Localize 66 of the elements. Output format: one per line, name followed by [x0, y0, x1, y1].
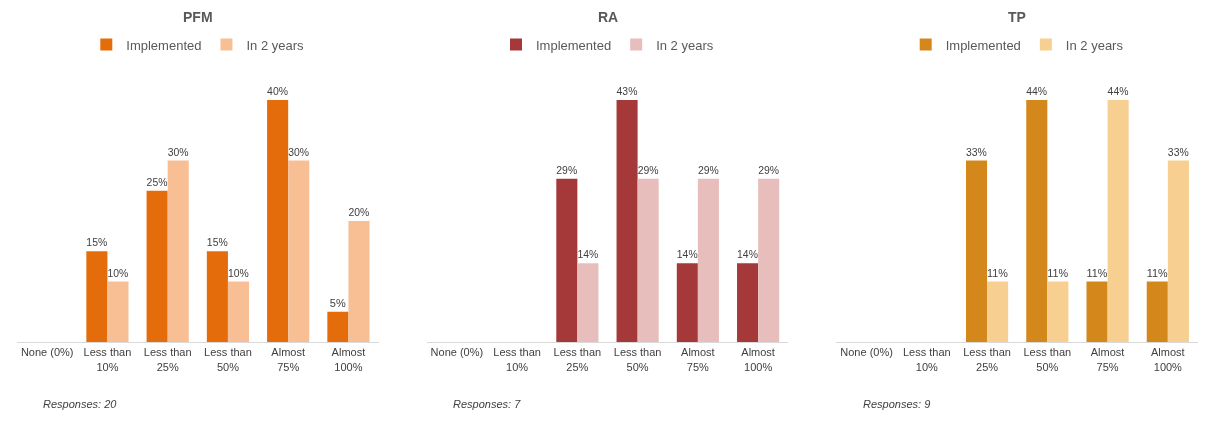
data-label: 10% [107, 267, 129, 279]
data-label: 20% [348, 207, 370, 219]
text: Responses: 9 [863, 398, 931, 410]
x-tick-label: Almost 75% [1090, 346, 1125, 373]
legend-label: Implemented [945, 37, 1021, 53]
legend-label: In 2 years [246, 37, 305, 53]
x-tick-label: Less than 50% [1023, 346, 1072, 373]
data-label: 11% [1146, 266, 1168, 279]
data-label: 25% [146, 176, 168, 188]
x-tick-label: Less than 25% [553, 346, 602, 373]
text: Responses: 20 [43, 398, 118, 410]
bar [146, 190, 168, 343]
data-label: 14% [737, 249, 758, 261]
data-label: 11% [1086, 266, 1108, 279]
chart-title: TP [1008, 9, 1026, 25]
bar [267, 99, 289, 343]
data-label: 29% [556, 164, 578, 176]
x-tick-label: Less than 25% [143, 346, 192, 373]
legend-label: In 2 years [1065, 37, 1124, 53]
data-label: 40% [267, 86, 288, 98]
data-label: 14% [676, 249, 698, 261]
legend-label: Implemented [536, 37, 612, 53]
x-tick-label: Almost 100% [331, 346, 366, 373]
x-tick-label: Almost 100% [741, 346, 775, 373]
data-label: 29% [758, 164, 779, 176]
bar [167, 160, 189, 343]
data-label: 15% [86, 237, 108, 249]
data-label: 33% [1167, 146, 1189, 158]
data-label: 33% [966, 146, 987, 158]
data-label: 10% [227, 267, 249, 279]
x-tick-label: None (0%) [430, 346, 484, 359]
data-label: 29% [697, 164, 719, 176]
bar [348, 220, 370, 343]
x-tick-label: Less than 10% [83, 346, 132, 373]
x-tick-label: Less than 10% [902, 346, 951, 373]
x-tick-label: Almost 75% [271, 346, 305, 373]
data-label: 43% [616, 86, 638, 98]
data-label: 14% [577, 249, 599, 261]
data-label: 44% [1107, 86, 1129, 98]
data-label: 30% [288, 146, 310, 158]
x-tick-label: Less than 50% [204, 346, 252, 373]
legend-label: Implemented [126, 37, 202, 53]
bar [327, 311, 349, 343]
x-tick-label: None (0%) [20, 346, 74, 359]
x-tick-label: Almost 100% [1151, 346, 1185, 373]
data-label: 44% [1026, 86, 1048, 98]
data-label: 15% [206, 237, 228, 249]
data-label: 5% [329, 296, 346, 309]
x-tick-label: Almost 75% [681, 346, 715, 373]
bar [288, 160, 310, 343]
legend-label: In 2 years [656, 37, 714, 53]
chart-title: RA [598, 9, 619, 25]
bar [86, 251, 108, 343]
text: Responses: 7 [453, 398, 522, 410]
x-tick-label: Less than 25% [963, 346, 1011, 373]
data-label: 29% [637, 164, 659, 176]
x-tick-label: Less than 50% [613, 346, 662, 373]
chart-title: PFM [183, 9, 213, 25]
data-label: 30% [167, 146, 189, 158]
data-label: 11% [1047, 266, 1069, 279]
bar [206, 251, 228, 343]
bar [107, 281, 129, 343]
x-tick-label: Less than 10% [493, 346, 541, 373]
x-tick-label: None (0%) [840, 346, 893, 359]
bar [227, 281, 250, 343]
data-label: 11% [987, 266, 1009, 279]
